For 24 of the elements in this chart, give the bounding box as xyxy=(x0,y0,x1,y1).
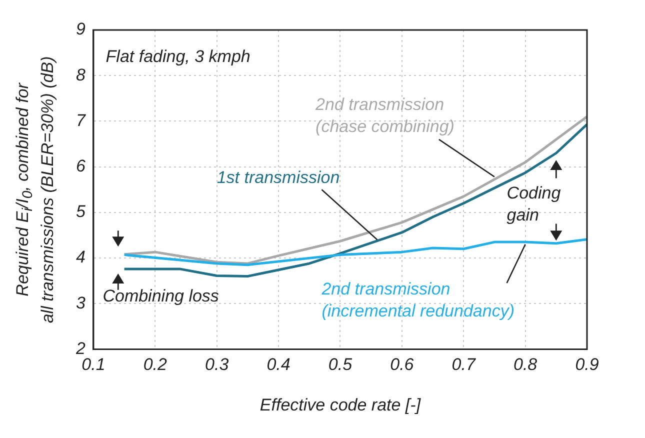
x-tick-label: 0.5 xyxy=(328,355,353,374)
y-tick-label: 7 xyxy=(76,110,86,130)
x-tick-label: 0.9 xyxy=(575,355,600,374)
y-tick-label: 2 xyxy=(74,338,86,358)
x-tick-label: 0.3 xyxy=(205,355,230,374)
annotation: Combining loss xyxy=(102,286,220,306)
y-tick-label: 4 xyxy=(76,248,86,267)
x-tick-label: 0.6 xyxy=(390,355,414,374)
text: 2nd transmission (chase combining) xyxy=(314,94,454,136)
y-tick-label: 6 xyxy=(76,156,86,176)
y-tick-label: 8 xyxy=(76,65,86,84)
series-label: 2nd transmission (incremental redundancy) xyxy=(320,279,514,320)
x-tick-label: 0.7 xyxy=(452,355,476,374)
annotation: Coding gain xyxy=(506,184,562,225)
y-tick-label: 3 xyxy=(76,293,86,312)
x-tick-label: 0.4 xyxy=(266,355,290,374)
x-tick-label: 0.1 xyxy=(82,355,106,374)
y-tick-label: 5 xyxy=(76,202,86,222)
annotation: Flat fading, 3 kmph xyxy=(106,46,250,66)
x-tick-label: 0.2 xyxy=(143,355,168,374)
x-tick-label: 0.8 xyxy=(513,355,538,374)
x-axis-title: Effective code rate [-] xyxy=(260,396,422,415)
text: 1st transmission xyxy=(216,168,340,187)
y-tick-label: 9 xyxy=(76,20,86,39)
